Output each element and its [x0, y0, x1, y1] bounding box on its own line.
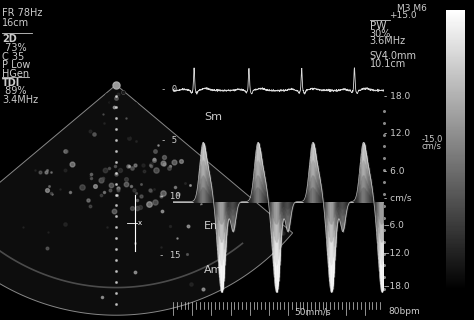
Text: 80bpm: 80bpm: [389, 307, 420, 316]
Text: HGen: HGen: [2, 69, 29, 79]
Text: 50mm/s: 50mm/s: [294, 307, 330, 316]
Text: 30%: 30%: [370, 29, 391, 39]
Text: 3.6MHz: 3.6MHz: [370, 36, 406, 46]
Text: P Low: P Low: [2, 60, 31, 70]
Text: - cm/s: - cm/s: [384, 193, 411, 202]
Text: - 12.0: - 12.0: [384, 129, 410, 138]
Text: C 35: C 35: [2, 52, 25, 62]
Text: 89%: 89%: [2, 86, 27, 96]
Text: 10.1cm: 10.1cm: [370, 59, 406, 68]
Text: --18.0: --18.0: [384, 282, 410, 291]
Text: cm/s: cm/s: [422, 141, 442, 150]
Text: - 5: - 5: [161, 136, 177, 145]
Text: - 18.0: - 18.0: [384, 92, 410, 101]
Text: --12.0: --12.0: [384, 249, 410, 258]
Text: - 10: - 10: [159, 192, 181, 201]
Text: 73%: 73%: [2, 43, 27, 53]
Text: Em: Em: [204, 220, 222, 231]
Text: - 15: - 15: [159, 252, 181, 260]
Text: Am: Am: [204, 265, 222, 276]
Polygon shape: [0, 85, 292, 315]
Text: FR 78Hz: FR 78Hz: [2, 8, 43, 18]
Text: 3.4MHz: 3.4MHz: [2, 95, 38, 105]
Text: 16cm: 16cm: [2, 18, 29, 28]
Text: --6.0: --6.0: [384, 221, 405, 230]
Text: - 6.0: - 6.0: [384, 167, 404, 176]
Text: PW: PW: [370, 21, 386, 31]
Text: Sm: Sm: [204, 112, 222, 122]
Text: - 0: - 0: [161, 85, 177, 94]
Text: -15.0: -15.0: [422, 135, 443, 144]
Text: M3 M6: M3 M6: [397, 4, 427, 13]
Text: SV4.0mm: SV4.0mm: [370, 51, 417, 61]
Text: 2D: 2D: [2, 34, 17, 44]
Text: x: x: [138, 220, 142, 226]
Text: +15.0: +15.0: [389, 11, 416, 20]
Text: TDI: TDI: [2, 78, 21, 88]
